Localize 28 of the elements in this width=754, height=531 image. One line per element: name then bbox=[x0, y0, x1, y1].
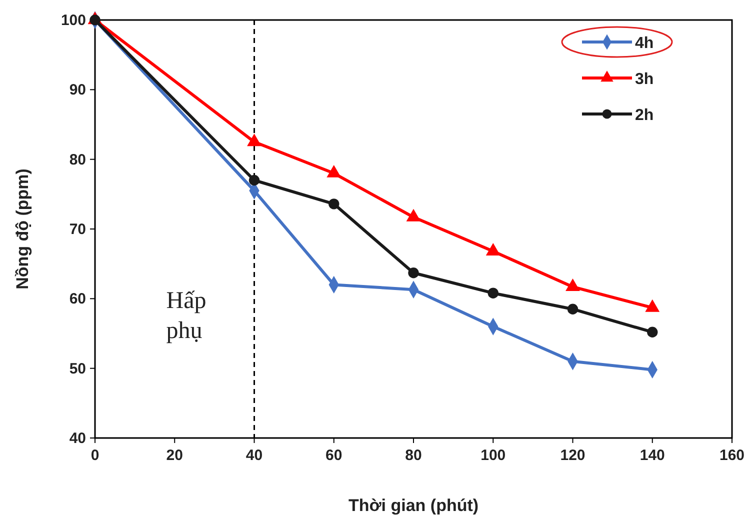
y-tick-label: 80 bbox=[69, 151, 86, 168]
x-axis-title: Thời gian (phút) bbox=[348, 496, 479, 515]
x-tick-label: 0 bbox=[90, 447, 100, 464]
point bbox=[647, 326, 658, 338]
ref-line-label: Hấp phụ bbox=[166, 288, 206, 344]
x-tick-label: 80 bbox=[405, 447, 422, 464]
point bbox=[328, 198, 340, 210]
y-tick-label: 60 bbox=[69, 290, 86, 308]
y-tick-label: 90 bbox=[69, 82, 86, 99]
y-tick-label: 40 bbox=[69, 430, 86, 447]
y-tick-label: 50 bbox=[69, 360, 86, 378]
x-tick-label: 60 bbox=[326, 447, 342, 464]
x-tick-label: 40 bbox=[246, 447, 263, 464]
y-axis-title: Nồng độ (ppm) bbox=[13, 168, 32, 290]
x-tick-label: 100 bbox=[480, 447, 506, 464]
x-tick-label: 160 bbox=[719, 447, 745, 464]
point bbox=[567, 304, 578, 314]
point bbox=[248, 174, 260, 186]
x-tick-label: 120 bbox=[560, 447, 586, 464]
point bbox=[488, 288, 498, 298]
y-tick-label: 70 bbox=[69, 221, 86, 238]
y-tick-label: 100 bbox=[60, 12, 86, 29]
x-tick-label: 20 bbox=[166, 447, 183, 464]
legend-label: 2h bbox=[635, 107, 654, 124]
legend-label: 3h bbox=[635, 71, 654, 88]
legend-label: 4h bbox=[635, 35, 654, 52]
point bbox=[408, 268, 419, 278]
x-tick-label: 140 bbox=[640, 447, 665, 464]
